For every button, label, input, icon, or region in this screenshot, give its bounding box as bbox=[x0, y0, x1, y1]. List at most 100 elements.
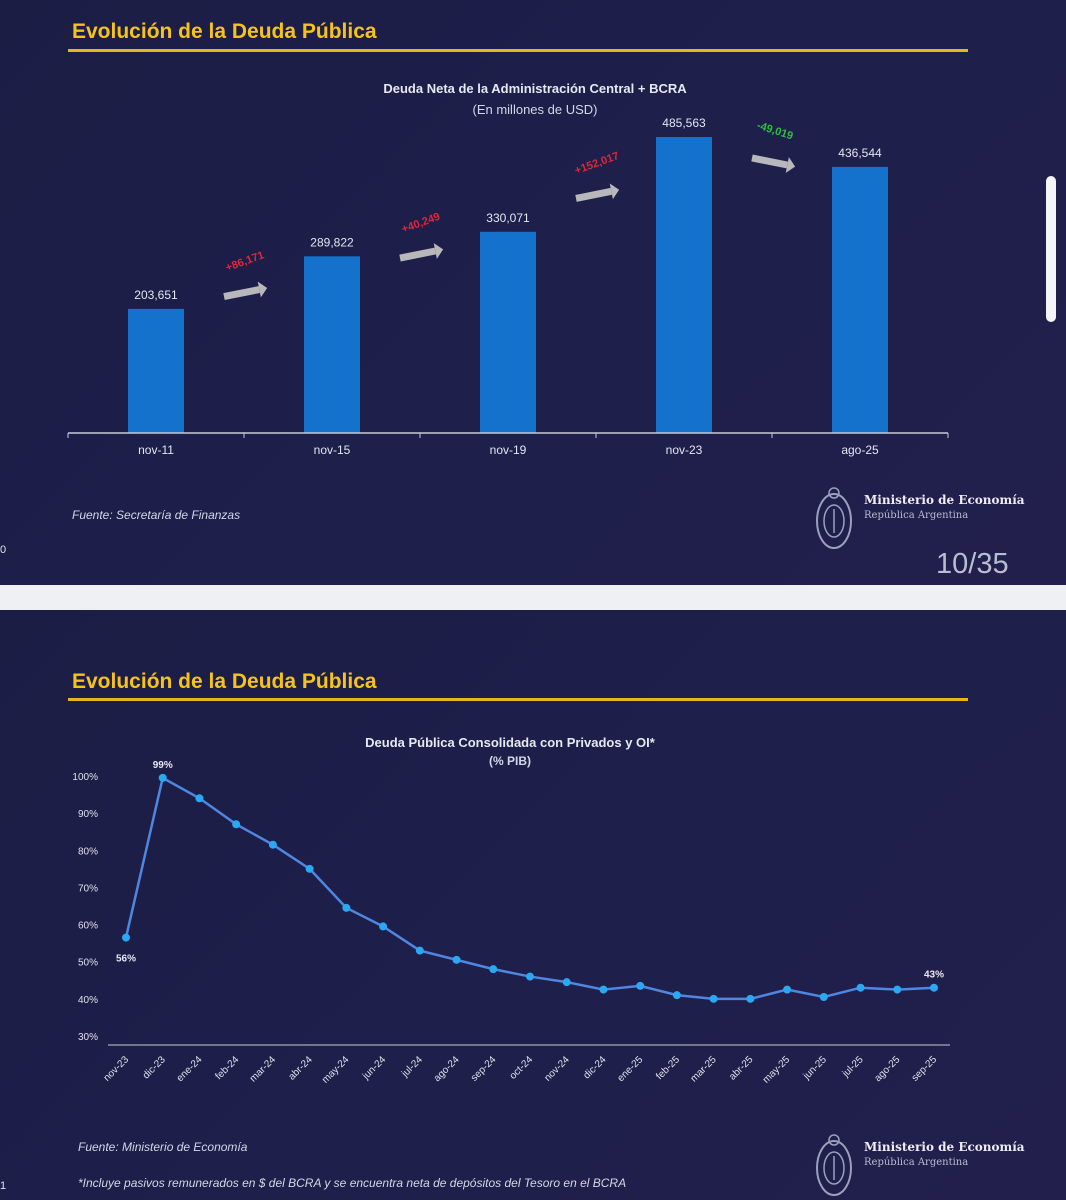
y-tick-label: 80% bbox=[78, 846, 98, 857]
data-point bbox=[489, 965, 498, 974]
change-label: +86,171 bbox=[224, 249, 266, 274]
data-point bbox=[930, 983, 938, 992]
data-point bbox=[672, 991, 681, 1000]
data-point bbox=[746, 994, 755, 1003]
bar-value-label: 330,071 bbox=[486, 211, 530, 225]
ministry-logo: Ministerio de Economía República Argenti… bbox=[812, 485, 1032, 549]
chart-title: Deuda Pública Consolidada con Privados y… bbox=[365, 735, 655, 750]
y-tick-label: 90% bbox=[78, 809, 98, 820]
data-point bbox=[342, 903, 351, 912]
x-tick-label: ene-24 bbox=[175, 1054, 205, 1084]
x-tick-label: jul-25 bbox=[840, 1054, 866, 1080]
bar-value-label: 485,563 bbox=[662, 116, 706, 130]
data-point bbox=[415, 946, 424, 955]
y-tick-label: 70% bbox=[78, 883, 98, 894]
change-label: +40,249 bbox=[400, 211, 442, 236]
ministry-subtitle: República Argentina bbox=[864, 1157, 969, 1168]
x-tick-label: nov-15 bbox=[314, 443, 351, 457]
x-tick-label: jun-24 bbox=[360, 1054, 388, 1082]
x-tick-label: feb-24 bbox=[213, 1054, 241, 1082]
y-tick-label: 50% bbox=[78, 958, 98, 969]
x-tick-label: mar-24 bbox=[248, 1054, 278, 1084]
data-point bbox=[452, 955, 461, 964]
x-tick-label: sep-24 bbox=[469, 1054, 499, 1084]
x-tick-label: may-25 bbox=[761, 1054, 793, 1086]
data-point bbox=[122, 933, 130, 942]
data-point bbox=[783, 985, 792, 994]
slide-debt-bar: Evolución de la Deuda Pública Deuda Neta… bbox=[0, 0, 1066, 585]
line-chart: 30% 40% 50% 60% 70% 80% 90% 100% nov-23 dic-23 ene… bbox=[72, 760, 950, 1086]
x-tick-label: ene-25 bbox=[616, 1054, 646, 1084]
x-tick-label: nov-23 bbox=[666, 443, 703, 457]
data-point bbox=[526, 972, 534, 981]
change-arrow-icon bbox=[751, 154, 796, 173]
x-tick-label: dic-24 bbox=[582, 1054, 609, 1081]
source-note: Fuente: Secretaría de Finanzas bbox=[72, 508, 241, 522]
data-point bbox=[856, 983, 865, 992]
x-tick-label: may-24 bbox=[320, 1054, 352, 1086]
section-title: Evolución de la Deuda Pública bbox=[72, 20, 377, 43]
data-point bbox=[268, 840, 277, 849]
ministry-name: Ministerio de Economía bbox=[864, 1140, 1025, 1154]
x-tick-label: abr-24 bbox=[287, 1054, 316, 1083]
data-point bbox=[232, 820, 241, 829]
y-tick-label: 40% bbox=[78, 995, 98, 1006]
ministry-logo: Ministerio de Economía República Argenti… bbox=[812, 1132, 1032, 1196]
data-point bbox=[379, 922, 388, 931]
chart-subtitle: (En millones de USD) bbox=[472, 102, 598, 117]
section-title: Evolución de la Deuda Pública bbox=[72, 670, 377, 693]
x-tick-label: nov-24 bbox=[542, 1054, 572, 1084]
point-value-label: 99% bbox=[153, 760, 173, 771]
data-point bbox=[709, 994, 718, 1003]
point-value-label: 43% bbox=[924, 970, 944, 981]
bar-nov-23 bbox=[656, 137, 712, 433]
x-tick-label: ago-24 bbox=[432, 1054, 462, 1084]
x-tick-label: dic-23 bbox=[141, 1054, 168, 1081]
x-tick-label: mar-25 bbox=[689, 1054, 719, 1084]
footnote: *Incluye pasivos remunerados en $ del BC… bbox=[78, 1176, 627, 1190]
chart-title: Deuda Neta de la Administración Central … bbox=[383, 81, 687, 96]
data-point bbox=[599, 985, 608, 994]
coat-of-arms-icon bbox=[816, 487, 852, 549]
edge-mark: 1 bbox=[0, 1180, 7, 1192]
data-point bbox=[562, 978, 571, 987]
x-tick-label: feb-25 bbox=[654, 1054, 682, 1082]
page-number: 10/35 bbox=[936, 548, 1009, 580]
change-label: -49,019 bbox=[755, 120, 794, 143]
data-point bbox=[636, 981, 645, 990]
data-point bbox=[305, 864, 314, 873]
scrollbar-thumb[interactable] bbox=[1046, 176, 1056, 322]
title-rule bbox=[68, 49, 968, 52]
x-tick-label: ago-25 bbox=[841, 443, 879, 457]
bar-chart: 203,651 nov-11 289,822 nov-15 330,071 nov-19 4… bbox=[67, 116, 949, 457]
bar-ago-25 bbox=[832, 166, 888, 433]
x-tick-label: jul-24 bbox=[399, 1054, 425, 1080]
data-point bbox=[195, 794, 204, 803]
x-tick-label: ago-25 bbox=[873, 1054, 903, 1084]
x-tick-label: nov-11 bbox=[138, 443, 174, 457]
chart-subtitle: (% PIB) bbox=[489, 754, 531, 768]
change-arrow-icon bbox=[575, 183, 620, 202]
x-tick-label: sep-25 bbox=[910, 1054, 940, 1084]
coat-of-arms-icon bbox=[816, 1134, 852, 1196]
ministry-subtitle: República Argentina bbox=[864, 510, 969, 521]
y-tick-label: 60% bbox=[78, 921, 98, 932]
bar-value-label: 203,651 bbox=[134, 288, 178, 302]
bar-nov-11 bbox=[128, 308, 184, 433]
x-tick-label: nov-19 bbox=[490, 443, 527, 457]
x-tick-label: jun-25 bbox=[801, 1054, 829, 1082]
slide-debt-line: Evolución de la Deuda Pública Deuda Públ… bbox=[0, 610, 1066, 1200]
data-point bbox=[819, 993, 828, 1001]
y-tick-label: 100% bbox=[72, 772, 98, 783]
y-tick-label: 30% bbox=[78, 1032, 98, 1043]
x-tick-label: abr-25 bbox=[727, 1054, 756, 1083]
x-tick-label: nov-23 bbox=[102, 1054, 132, 1084]
source-note: Fuente: Ministerio de Economía bbox=[78, 1140, 248, 1154]
debt-line bbox=[124, 775, 935, 1001]
data-point bbox=[893, 985, 902, 994]
bar-nov-19 bbox=[480, 231, 536, 433]
bar-nov-15 bbox=[304, 256, 360, 433]
data-point bbox=[158, 773, 167, 782]
x-tick-label: oct-24 bbox=[508, 1054, 536, 1082]
edge-mark: 0 bbox=[0, 544, 7, 556]
